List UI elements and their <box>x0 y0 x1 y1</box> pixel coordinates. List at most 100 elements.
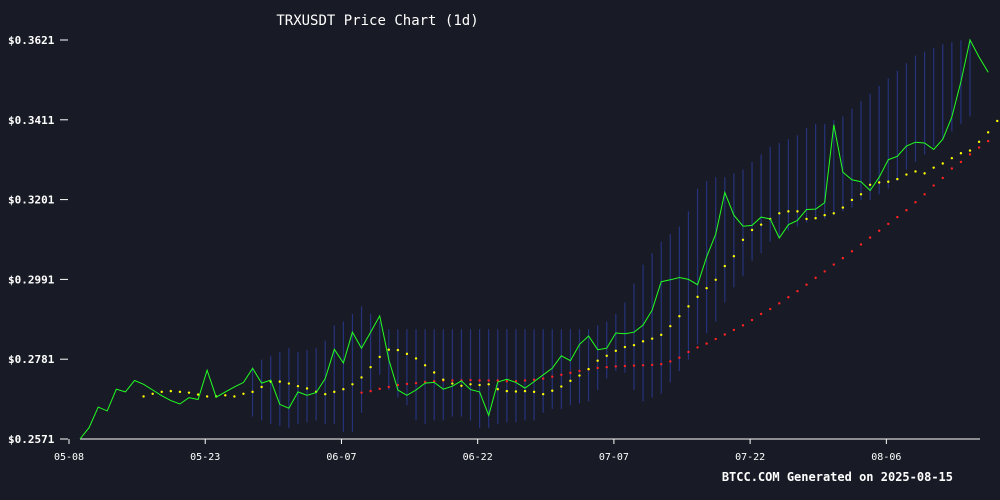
ma-long-point <box>451 379 454 382</box>
ma-long-point <box>632 364 636 367</box>
ma-short-point <box>914 170 917 173</box>
ma-long-point <box>669 360 672 363</box>
ma-short-point <box>850 198 854 202</box>
ma-long-point <box>560 373 563 376</box>
ma-short-point <box>578 374 581 377</box>
ma-short-point <box>805 217 808 221</box>
ma-long-point <box>932 184 935 187</box>
ma-short-point <box>423 364 427 367</box>
ma-long-point <box>596 366 599 370</box>
ma-short-point <box>868 183 872 186</box>
price-series <box>79 38 989 440</box>
ma-short-point <box>333 390 336 394</box>
ma-short-point <box>678 315 681 318</box>
ma-short-point <box>142 395 145 398</box>
ma-long-point <box>769 307 772 311</box>
ma-long-point <box>705 342 708 345</box>
ma-long-point <box>850 250 854 253</box>
ma-long-point <box>369 389 372 393</box>
ma-short-point <box>614 349 618 353</box>
ma-short-point <box>305 387 309 390</box>
ma-short-point <box>569 379 572 383</box>
ma-short-point <box>950 156 954 160</box>
ma-long-point <box>905 209 908 212</box>
ma-long-point <box>832 263 835 266</box>
ma-long-point <box>877 229 881 232</box>
ma-long-point <box>732 328 736 332</box>
ma-short-point <box>342 388 345 391</box>
y-tick-label: $0.2781 <box>8 353 55 366</box>
volatility-band <box>251 40 971 432</box>
ma-short-point <box>278 380 281 383</box>
ma-short-point <box>523 389 527 393</box>
ma-long-point <box>660 362 663 366</box>
ma-short-point <box>723 264 726 268</box>
ma-short-point <box>432 371 436 374</box>
ma-long-point <box>805 283 808 286</box>
ma-short-point <box>877 181 881 184</box>
ma-short-point <box>369 365 372 369</box>
ma-short-point <box>405 352 409 356</box>
ma-long-point <box>414 381 418 385</box>
ma-short-point <box>460 384 463 387</box>
ma-long-point <box>868 236 872 239</box>
footer-credit: BTCC.COM Generated on 2025-08-15 <box>721 470 953 484</box>
ma-short-point <box>796 210 799 213</box>
x-tick-label: 06-07 <box>326 452 356 463</box>
x-tick-label: 06-22 <box>463 452 493 463</box>
ma-long-point <box>623 364 627 368</box>
ma-short-point <box>160 390 163 394</box>
ma-short-point <box>832 212 835 215</box>
ma-short-point <box>296 384 300 388</box>
ma-short-point <box>605 354 608 357</box>
ma-short-point <box>714 278 717 281</box>
ma-short-point <box>224 394 227 397</box>
ma-short-point <box>469 383 472 386</box>
ma-short-point <box>496 388 499 391</box>
y-tick-label: $0.2571 <box>8 433 55 446</box>
ma-short-point <box>541 392 545 396</box>
ma-long-point <box>896 215 899 219</box>
ma-short-point <box>660 333 663 337</box>
ma-long-point <box>378 387 381 391</box>
ma-short-point <box>532 390 536 394</box>
ma-short-point <box>587 367 590 371</box>
ma-short-point <box>623 345 627 349</box>
y-tick-label: $0.3621 <box>8 34 55 47</box>
ma-long-point <box>977 146 981 149</box>
ma-short-point <box>187 391 191 394</box>
ma-long-point <box>541 377 545 380</box>
ma-long-point <box>859 243 863 246</box>
ma-short-point <box>641 340 645 343</box>
ma-short-point <box>732 255 736 258</box>
ma-long-point <box>750 318 754 322</box>
ma-short-series <box>142 119 999 398</box>
ma-long-point <box>796 289 799 293</box>
ma-long-point <box>841 256 845 260</box>
y-tick-label: $0.2991 <box>8 273 55 286</box>
ma-short-point <box>887 180 890 183</box>
ma-short-point <box>941 162 944 165</box>
ma-long-point <box>968 153 972 156</box>
ma-long-point <box>986 139 990 143</box>
ma-short-point <box>905 173 908 176</box>
ma-long-point <box>950 167 954 170</box>
ma-short-point <box>324 392 327 396</box>
ma-short-point <box>451 382 454 385</box>
ma-long-point <box>469 378 472 382</box>
ma-short-point <box>968 149 972 152</box>
ma-short-point <box>442 378 445 381</box>
ma-long-point <box>678 356 681 359</box>
ma-short-point <box>260 385 263 389</box>
ma-short-point <box>896 177 899 181</box>
ma-short-point <box>923 172 926 175</box>
ma-short-point <box>242 392 245 395</box>
ma-short-point <box>669 324 672 328</box>
ma-short-point <box>705 286 708 290</box>
ma-long-point <box>569 371 572 375</box>
ma-long-point <box>941 176 944 180</box>
ma-short-point <box>378 355 381 359</box>
ma-short-point <box>560 385 563 388</box>
ma-short-point <box>196 393 200 396</box>
